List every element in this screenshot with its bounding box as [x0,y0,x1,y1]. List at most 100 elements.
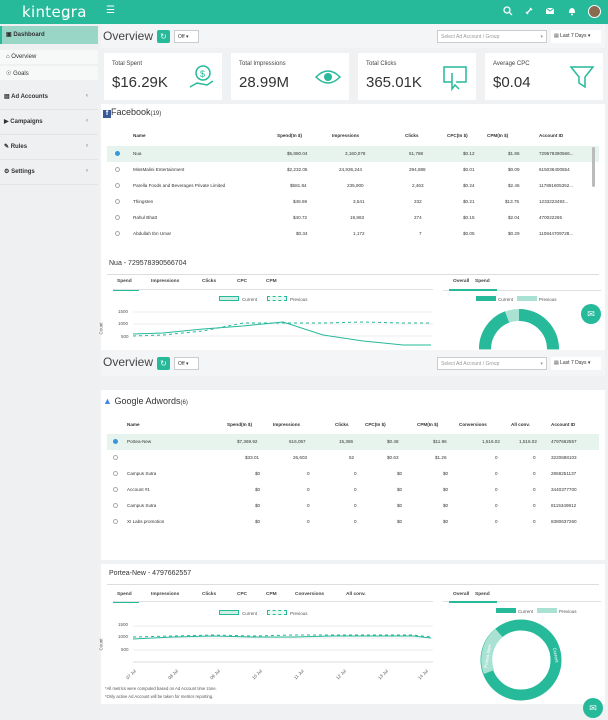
chat-icon[interactable]: ✉ [581,304,601,324]
sidebar-item-rules[interactable]: ✎ Rules ‹ [0,136,98,160]
x-tick: 09 Jul [208,668,222,681]
column-header[interactable]: Clicks [405,133,419,138]
menu-toggle-icon[interactable]: ☰ [106,5,115,16]
megaphone-icon: ▶ [4,119,9,125]
legend-previous-swatch [267,610,287,615]
tab-conversions[interactable]: Conversions [295,592,325,597]
tab-overall[interactable]: Overall [453,592,470,597]
table-row[interactable]: XI Labs promotion $0 0 0 $0 $0 0 0 8380637260 [107,514,599,530]
refresh-button[interactable]: ↻ [157,30,170,43]
user-avatar[interactable] [588,5,601,18]
column-header[interactable]: Account ID [551,422,576,427]
sidebar-item-settings[interactable]: ⚙ Settings ‹ [0,161,98,185]
row-radio[interactable] [113,487,118,492]
account-select[interactable]: Select Ad Account / Group ▾ [437,30,547,43]
tab-cpc[interactable]: CPC [237,592,248,597]
main-content: Overview ↻ Off ▾ Select Ad Account / Gro… [98,24,605,720]
sidebar-item-ad-accounts[interactable]: ▤ Ad Accounts ‹ [0,86,98,110]
tab-cpc[interactable]: CPC [237,279,248,284]
search-icon[interactable] [503,6,513,16]
row-radio[interactable] [113,471,118,476]
tab-cpm[interactable]: CPM [266,279,277,284]
axis-label: Count [98,638,104,651]
brand-logo[interactable]: kintegra [22,3,87,21]
table-row[interactable]: Abdullah Ibn Umar $0.34 1,172 7 $0.05 $0.29 11… [107,226,599,238]
legend-label: Previous [559,609,577,614]
table-row[interactable]: Portea-New $7,369.92 616,057 15,386 $0.48 $11… [107,434,599,450]
column-header[interactable]: Spend(In $) [277,133,303,138]
table-row[interactable]: Account #1 $0 0 0 $0 $0 0 0 3440377700 [107,482,599,498]
tab-spend[interactable]: Spend [117,279,132,284]
eye-icon [314,70,342,84]
row-radio[interactable] [113,503,118,508]
bell-icon[interactable] [567,6,577,16]
sidebar-item-campaigns[interactable]: ▶ Campaigns ‹ [0,111,98,135]
scrollbar[interactable] [592,147,595,187]
legend-label: Current [242,297,258,302]
toggle-select[interactable]: Off ▾ [174,357,199,370]
column-header[interactable]: CPC(In $) [365,422,386,427]
dashboard-icon: ▣ [6,32,12,38]
column-header[interactable]: CPM(In $) [487,133,509,138]
date-range-select[interactable]: ▤ Last 7 Days ▾ [551,357,601,370]
date-range-select[interactable]: ▤ Last 7 Days ▾ [551,30,601,43]
tab-overall[interactable]: Overall [453,279,470,284]
series-previous [133,634,432,638]
tab-spend-overall[interactable]: Spend [475,592,490,597]
column-header[interactable]: Spend(In $) [227,422,253,427]
footnote: *Only active Ad Account will be taken fo… [105,694,214,699]
row-radio[interactable] [113,455,118,460]
row-radio[interactable] [115,199,120,204]
row-radio[interactable] [113,519,118,524]
link-icon[interactable] [524,6,534,16]
tab-impressions[interactable]: Impressions [151,592,180,597]
column-header[interactable]: Clicks [335,422,349,427]
tab-cpm[interactable]: CPM [266,592,277,597]
column-header[interactable]: Conversions [459,422,487,427]
sidebar-item-goals[interactable]: ☉ Goals [0,66,98,80]
column-header[interactable]: Name [127,422,140,427]
table-row[interactable]: Campus Sutra $0 0 0 $0 $0 0 0 2858251137 [107,466,599,482]
toggle-select[interactable]: Off ▾ [174,30,199,43]
column-header[interactable]: All conv. [511,422,530,427]
table-row[interactable]: Campus Sutra $0 0 0 $0 $0 0 0 8115349812 [107,498,599,514]
row-radio[interactable] [115,215,120,220]
row-radio[interactable] [115,167,120,172]
legend-previous-swatch [537,608,557,613]
sidebar-item-dashboard[interactable]: ▣ Dashboard [0,26,98,44]
column-header[interactable]: Impressions [332,133,360,138]
table-row[interactable]: Nua $5,880.04 3,160,078 51,788 $0.12 $1.86 729… [107,146,599,162]
active-tab-indicator [113,289,139,291]
row-radio[interactable] [113,439,118,444]
tab-spend-overall[interactable]: Spend [475,279,490,284]
mail-icon[interactable] [545,6,555,16]
row-radio[interactable] [115,231,120,236]
table-row[interactable]: MissMalini Entertainment $2,232.05 24,936,… [107,162,599,178]
column-header[interactable]: CPM(In $) [417,422,439,427]
refresh-button[interactable]: ↻ [157,357,170,370]
row-radio[interactable] [115,151,120,156]
table-row[interactable]: Rahul Bhatt $40.72 19,863 274 $0.15 $2.04 4700… [107,210,599,226]
donut-label: Portea-New [483,643,492,668]
facebook-icon: f [103,110,111,118]
tab-spend[interactable]: Spend [117,592,132,597]
tab-impressions[interactable]: Impressions [151,279,180,284]
sidebar-item-overview[interactable]: ⌂ Overview [0,50,98,64]
facebook-donut-chart [478,309,559,350]
column-header[interactable]: Impressions [273,422,301,427]
tab-clicks[interactable]: Clicks [202,279,217,284]
column-header[interactable]: CPC(In $) [447,133,468,138]
top-bar: kintegra beta ☰ [0,0,608,24]
account-select[interactable]: Select Ad Account / Group ▾ [437,357,547,370]
table-row[interactable]: Parella Foods and Beverages Private Limi… [107,178,599,194]
facebook-table: Name Spend(In $) Impressions Clicks CPC(… [107,127,599,262]
column-header[interactable]: Name [133,133,146,138]
tab-clicks[interactable]: Clicks [202,592,217,597]
google-adwords-title: ▲ Google Adwords(6) [103,396,188,406]
column-header[interactable]: Account ID [539,133,564,138]
row-radio[interactable] [115,183,120,188]
table-row[interactable]: $33.01 26,603 52 $0.63 $1.26 0 0 3220688103 [107,450,599,466]
table-row[interactable]: Thingsten $48.69 3,541 232 $0.21 $13.75 123322… [107,194,599,210]
chat-icon[interactable]: ✉ [583,698,603,718]
tab-all-conv[interactable]: All conv. [346,592,366,597]
